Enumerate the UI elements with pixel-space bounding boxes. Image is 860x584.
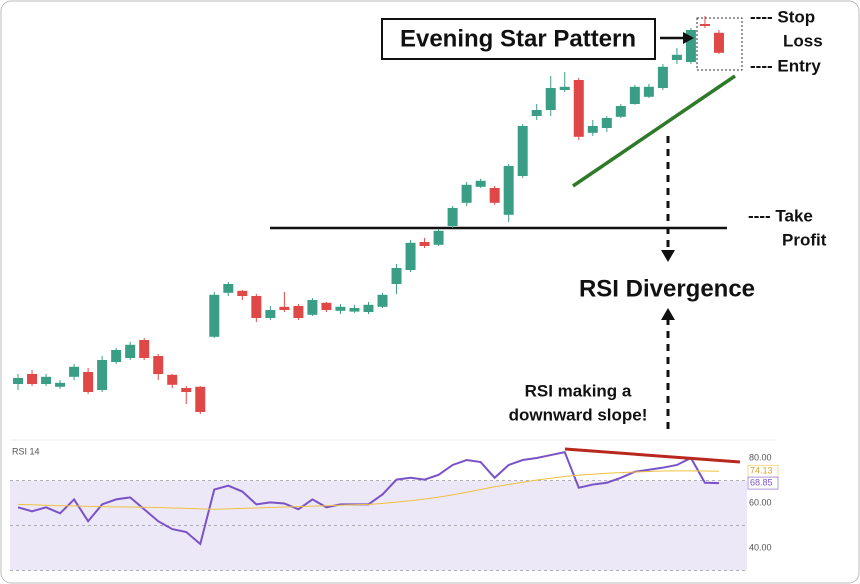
candle-body	[223, 284, 234, 293]
stop-loss-label: ---- Stop	[750, 7, 815, 26]
candle-body	[601, 118, 612, 128]
rsi-title: RSI 14	[12, 446, 40, 456]
candle-body	[307, 300, 318, 315]
rsi-divergence-line	[564, 447, 741, 464]
candle-body	[237, 290, 248, 296]
arrow-head	[661, 250, 675, 262]
take-profit-label: ---- Take	[748, 206, 813, 225]
candle-body	[433, 230, 444, 245]
candle-body	[461, 184, 472, 203]
candle-body	[195, 386, 206, 412]
candle-body	[713, 32, 724, 53]
candle-body	[643, 86, 654, 97]
candle-body	[41, 376, 52, 384]
candle-body	[531, 110, 542, 116]
rsi-line	[18, 470, 719, 510]
candle-body	[265, 310, 276, 318]
last-value-label: 74.13	[750, 466, 773, 476]
divergence-label: RSI Divergence	[579, 275, 755, 302]
candle-body	[363, 304, 374, 312]
candle-body	[251, 296, 262, 318]
trend-line	[572, 74, 736, 188]
candle-body	[391, 268, 402, 284]
candle-body	[55, 382, 66, 387]
candle-body	[405, 242, 416, 270]
candle-body	[419, 242, 430, 246]
candle-body	[475, 180, 486, 187]
candle-body	[685, 30, 696, 62]
candle-body	[97, 360, 108, 390]
candle-body	[629, 86, 640, 104]
arrow-head	[683, 32, 694, 44]
candle-body	[349, 308, 360, 312]
candle-body	[335, 306, 346, 311]
candle-body	[615, 106, 626, 117]
slope-note: downward slope!	[509, 405, 648, 424]
candle-body	[517, 126, 528, 176]
candle-body	[167, 374, 178, 385]
pattern-outline	[696, 17, 743, 71]
candle-body	[657, 66, 668, 88]
pattern-box	[381, 18, 656, 60]
arrow-head	[661, 308, 675, 320]
last-value-label: 68.85	[750, 477, 773, 487]
entry-label: ---- Entry	[750, 56, 821, 75]
candle-body	[293, 306, 304, 318]
candle-body	[209, 294, 220, 337]
candle-body	[13, 378, 24, 384]
candle-body	[587, 126, 598, 133]
candle-body	[377, 294, 388, 307]
stop-loss-label: Loss	[783, 31, 823, 50]
y-tick-label: 60.00	[749, 497, 772, 507]
candle-body	[125, 344, 136, 358]
candle-body	[699, 24, 710, 26]
candle-body	[573, 80, 584, 137]
y-tick-label: 80.00	[749, 452, 772, 462]
candle-body	[111, 350, 122, 362]
candle-body	[279, 306, 290, 310]
candle-body	[545, 88, 556, 110]
last-value-badge	[747, 476, 779, 490]
candle-body	[69, 366, 80, 377]
pattern-label: Evening Star Pattern	[400, 25, 636, 52]
candle-body	[671, 54, 682, 60]
candle-body	[153, 356, 164, 374]
candle-body	[181, 388, 192, 392]
slope-note: RSI making a	[525, 381, 632, 400]
candle-body	[27, 374, 38, 384]
candle-body	[559, 86, 570, 90]
candle-body	[139, 340, 150, 358]
y-tick-label: 40.00	[749, 542, 772, 552]
candle-body	[503, 166, 514, 215]
take-profit-label: Profit	[782, 230, 827, 249]
candle-body	[83, 372, 94, 392]
candle-body	[447, 208, 458, 226]
rsi-panel	[10, 439, 777, 571]
candle-body	[321, 302, 332, 310]
candle-body	[489, 188, 500, 203]
